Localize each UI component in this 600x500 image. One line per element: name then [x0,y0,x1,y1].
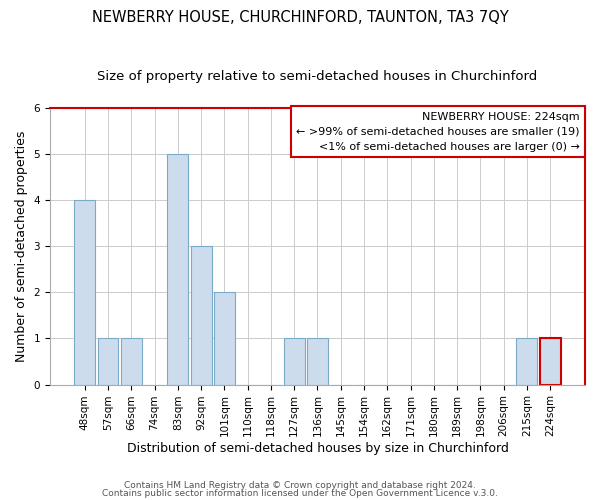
Text: NEWBERRY HOUSE, CHURCHINFORD, TAUNTON, TA3 7QY: NEWBERRY HOUSE, CHURCHINFORD, TAUNTON, T… [92,10,508,25]
Text: Contains public sector information licensed under the Open Government Licence v.: Contains public sector information licen… [102,488,498,498]
Bar [121,338,142,384]
X-axis label: Distribution of semi-detached houses by size in Churchinford: Distribution of semi-detached houses by … [127,442,508,455]
Bar [517,338,538,384]
Text: NEWBERRY HOUSE: 224sqm
← >99% of semi-detached houses are smaller (19)
<1% of se: NEWBERRY HOUSE: 224sqm ← >99% of semi-de… [296,112,580,152]
Bar [540,338,560,384]
Bar [191,246,212,384]
Text: Contains HM Land Registry data © Crown copyright and database right 2024.: Contains HM Land Registry data © Crown c… [124,481,476,490]
Bar [284,338,305,384]
Bar [74,200,95,384]
Bar [167,154,188,384]
Bar [214,292,235,384]
Y-axis label: Number of semi-detached properties: Number of semi-detached properties [15,130,28,362]
Title: Size of property relative to semi-detached houses in Churchinford: Size of property relative to semi-detach… [97,70,538,83]
Bar [98,338,118,384]
Bar [307,338,328,384]
